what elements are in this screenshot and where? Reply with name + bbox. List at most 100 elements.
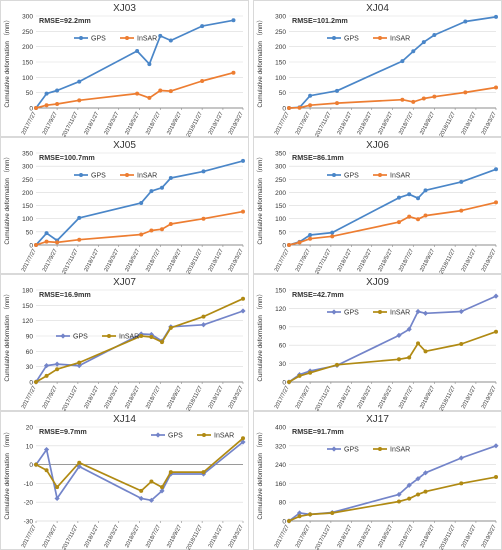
data-point — [407, 355, 412, 360]
legend-swatch-marker — [107, 334, 111, 338]
legend-label: InSAR — [214, 433, 234, 440]
data-point — [421, 96, 426, 101]
data-point — [493, 293, 499, 299]
data-point — [330, 511, 335, 516]
y-tick-label: 300 — [22, 164, 33, 171]
legend-swatch-marker — [155, 432, 161, 438]
chart-legend: GPS InSAR — [74, 36, 157, 43]
data-point — [77, 237, 82, 242]
series-insar — [287, 329, 498, 384]
data-point — [241, 158, 245, 163]
y-axis-label: Cumulative deformation （mm） — [4, 428, 11, 519]
data-point — [135, 48, 140, 53]
data-point — [54, 495, 60, 502]
data-point — [459, 341, 464, 346]
data-point — [308, 93, 313, 98]
data-point — [396, 499, 401, 504]
data-point — [463, 90, 468, 95]
data-point — [423, 213, 428, 218]
legend-swatch-marker — [60, 333, 66, 339]
data-point — [77, 360, 82, 365]
data-point — [55, 88, 60, 93]
rmse-annotation: RMSE=16.9mm — [39, 290, 91, 299]
data-point — [406, 326, 412, 332]
data-point — [407, 214, 412, 219]
data-point — [396, 220, 401, 225]
y-tick-label: 200 — [275, 44, 286, 51]
data-point — [240, 308, 246, 314]
data-point — [55, 102, 60, 107]
chart-legend: GPS InSAR — [151, 432, 234, 440]
y-tick-label: 150 — [275, 288, 286, 295]
data-point — [432, 94, 437, 99]
chart-legend: GPS InSAR — [327, 36, 410, 43]
y-tick-label: 60 — [279, 343, 287, 350]
data-point — [287, 380, 291, 384]
data-point — [241, 436, 245, 441]
legend-swatch-marker — [331, 446, 337, 452]
y-tick-label: 250 — [22, 29, 33, 36]
legend-swatch-marker — [79, 36, 83, 40]
y-tick-label: 0 — [29, 462, 33, 469]
y-tick-label: 0 — [29, 380, 33, 387]
data-point — [201, 470, 206, 475]
y-tick-label: -20 — [24, 500, 34, 507]
legend-label: InSAR — [137, 36, 157, 43]
data-point — [407, 496, 412, 501]
y-axis-label: Cumulative deformation （mm） — [4, 16, 11, 107]
data-point — [168, 470, 173, 475]
chart-title: XJ14 — [113, 414, 136, 425]
y-tick-label: 180 — [22, 288, 33, 295]
y-tick-label: 200 — [275, 190, 286, 197]
y-tick-label: 300 — [275, 14, 286, 21]
legend-swatch-marker — [332, 36, 336, 40]
data-point — [287, 243, 291, 247]
data-point — [415, 476, 421, 482]
data-point — [77, 79, 82, 84]
rmse-annotation: RMSE=101.2mm — [292, 16, 348, 25]
series-insar — [287, 475, 498, 523]
series-line — [35, 441, 244, 502]
y-tick-label: 350 — [22, 151, 33, 158]
y-tick-label: 300 — [275, 164, 286, 171]
chart-title: XJ09 — [366, 277, 389, 288]
y-tick-label: 100 — [22, 216, 33, 223]
data-point — [149, 228, 154, 233]
legend-swatch-marker — [202, 433, 206, 437]
data-point — [200, 79, 205, 84]
rmse-annotation: RMSE=100.7mm — [39, 153, 95, 162]
data-point — [308, 512, 313, 517]
panel-border — [0, 411, 249, 550]
y-tick-label: 150 — [275, 60, 286, 67]
y-tick-label: 250 — [275, 29, 286, 36]
data-point — [335, 101, 340, 106]
series-line — [35, 297, 244, 383]
data-point — [411, 49, 416, 54]
y-tick-label: 400 — [275, 425, 286, 432]
data-point — [231, 18, 236, 23]
data-point — [308, 233, 313, 238]
rmse-annotation: RMSE=91.7mm — [292, 427, 344, 436]
y-tick-label: 50 — [26, 229, 34, 236]
legend-swatch-marker — [79, 173, 83, 177]
series-line — [288, 330, 497, 383]
chart-title: XJ05 — [113, 140, 136, 151]
y-tick-label: 250 — [22, 177, 33, 184]
data-point — [335, 362, 340, 367]
legend-label: InSAR — [137, 173, 157, 180]
data-point — [76, 363, 82, 369]
y-tick-label: 30 — [26, 364, 34, 371]
data-point — [34, 243, 38, 247]
data-point — [159, 485, 164, 490]
rmse-annotation: RMSE=9.7mm — [39, 427, 87, 436]
data-point — [416, 196, 421, 201]
data-point — [296, 510, 303, 516]
data-point — [159, 227, 164, 232]
y-tick-label: 200 — [22, 44, 33, 51]
data-point — [396, 195, 401, 200]
